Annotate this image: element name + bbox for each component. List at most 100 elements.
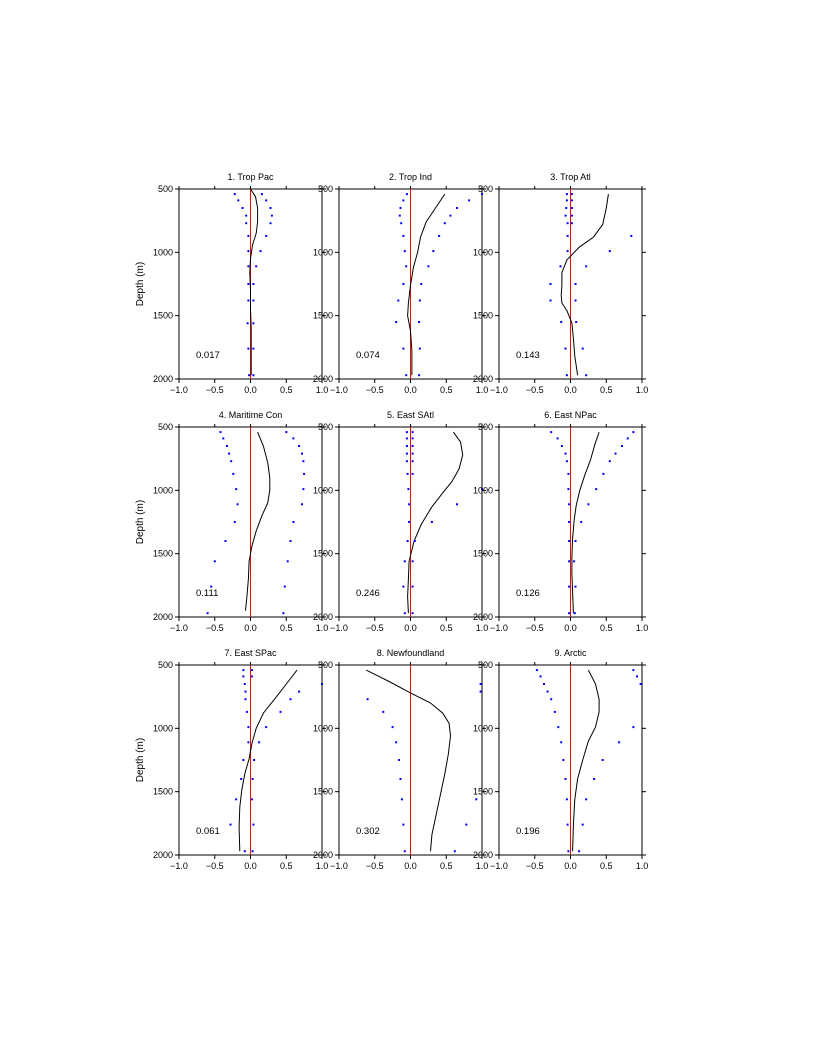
bound-dot [408, 503, 411, 506]
bound-dot [411, 452, 414, 455]
y-tick-label: 1000 [473, 485, 493, 495]
bound-dot [564, 347, 567, 350]
bound-dot [570, 222, 573, 225]
y-tick-label: 1000 [473, 723, 493, 733]
bound-dot [550, 431, 553, 434]
bound-dot [247, 726, 250, 729]
bound-dot [570, 214, 573, 217]
bound-dot [398, 759, 401, 761]
bound-dot [565, 374, 568, 377]
bound-dot [206, 612, 209, 615]
bound-dot [233, 521, 236, 523]
y-tick-label: 2000 [153, 374, 173, 384]
bound-dot [289, 698, 292, 701]
bound-dot [456, 503, 458, 506]
bound-dot [559, 265, 562, 268]
bound-dot [224, 540, 227, 542]
bound-dot [568, 560, 571, 563]
y-tick-label: 1500 [473, 787, 493, 797]
chart-panel-6: 6. East NPac −1.0 −0.5 0.0 0.5 1.0 500 1000 1500… [473, 410, 648, 633]
bound-dot [567, 472, 570, 475]
bound-dot [366, 698, 369, 701]
y-tick-label: 1000 [313, 723, 333, 733]
x-tick-label: 1.0 [476, 385, 489, 395]
bound-dot [242, 669, 245, 672]
bound-dot [438, 234, 441, 237]
bound-dot [570, 199, 573, 202]
x-tick-label: −1.0 [330, 623, 348, 633]
panel-title: 6. East NPac [544, 410, 597, 420]
bound-dot [406, 472, 409, 475]
x-tick-label: −0.5 [206, 623, 224, 633]
bound-dot [411, 612, 414, 615]
bound-dot [632, 726, 635, 729]
bound-dot [578, 850, 581, 853]
y-tick-label: 500 [478, 660, 493, 670]
stat-value-label: 0.061 [196, 826, 220, 837]
bound-dot [408, 521, 411, 523]
x-tick-label: −0.5 [526, 623, 544, 633]
bound-dot [265, 234, 268, 237]
bound-dot [535, 669, 538, 672]
chart-panel-1: 1. Trop Pac −1.0 −0.5 0.0 0.5 1.0 500 1000 1500 2… [135, 172, 328, 395]
x-tick-label: 1.0 [316, 861, 329, 871]
bound-dot [481, 488, 483, 491]
bound-dot [301, 452, 303, 455]
bound-dot [241, 207, 244, 209]
y-tick-label: 1000 [153, 485, 173, 495]
bound-dot [562, 759, 565, 761]
bound-dot [557, 726, 560, 729]
x-tick-label: 0.0 [404, 623, 417, 633]
x-tick-label: 0.5 [440, 385, 453, 395]
panel-title: 2. Trop Ind [389, 172, 432, 182]
y-tick-label: 2000 [473, 612, 493, 622]
x-tick-label: −1.0 [170, 385, 188, 395]
profile-line [238, 669, 298, 852]
bound-dot [432, 250, 435, 253]
bound-dot [630, 234, 633, 237]
bound-dot [247, 347, 250, 350]
bound-dot [560, 445, 563, 447]
x-tick-label: −1.0 [330, 385, 348, 395]
bound-dot [243, 850, 246, 853]
bound-dot [402, 283, 405, 285]
bound-dot [566, 823, 569, 826]
bound-dot [479, 690, 482, 693]
stat-value-label: 0.302 [356, 826, 380, 837]
x-tick-label: −0.5 [206, 385, 224, 395]
bound-dot [245, 710, 248, 713]
bound-dot [402, 585, 405, 588]
bound-dot [321, 683, 323, 685]
bound-dot [219, 431, 222, 434]
bound-dot [568, 503, 571, 506]
bound-dot [556, 437, 559, 440]
y-tick-label: 500 [318, 184, 333, 194]
y-tick-label: 1500 [473, 549, 493, 559]
bound-dot [574, 585, 577, 588]
bound-dot [573, 612, 576, 615]
bound-dot [382, 710, 385, 713]
bound-dot [567, 850, 570, 853]
profile-line [571, 431, 600, 614]
bound-dot [405, 265, 408, 268]
bound-dot [405, 437, 408, 440]
bound-dot [543, 683, 545, 685]
y-tick-label: 2000 [313, 850, 333, 860]
bound-dot [574, 299, 577, 302]
stat-value-label: 0.074 [356, 350, 380, 361]
stat-value-label: 0.126 [516, 588, 540, 599]
bound-dot [302, 488, 305, 491]
bound-dot [560, 321, 563, 323]
profile-line [407, 431, 464, 614]
x-tick-label: 0.0 [564, 385, 577, 395]
bound-dot [397, 299, 400, 302]
y-tick-label: 500 [478, 184, 493, 194]
x-tick-label: 1.0 [476, 861, 489, 871]
bound-dot [253, 759, 256, 761]
bound-dot [468, 199, 471, 202]
bound-dot [411, 560, 414, 563]
bound-dot [395, 321, 398, 323]
bound-dot [565, 199, 568, 202]
bound-dot [565, 798, 568, 801]
bound-dot [411, 437, 414, 440]
